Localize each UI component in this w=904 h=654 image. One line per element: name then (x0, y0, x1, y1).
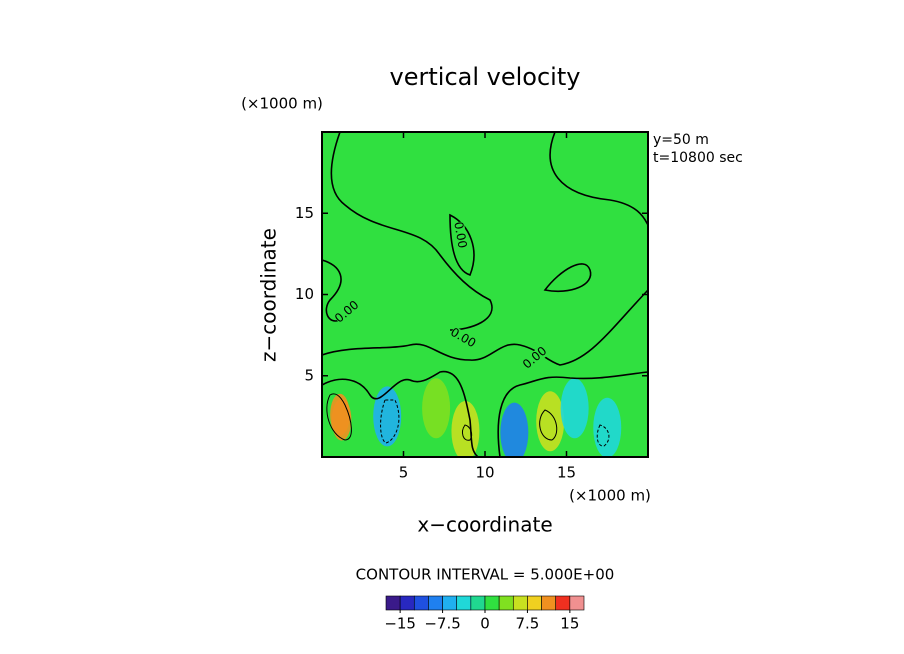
y-tick-label: 5 (304, 366, 314, 384)
colorbar-swatch (555, 595, 571, 611)
x-axis-label: x−coordinate (417, 513, 552, 537)
y-unit: (×1000 m) (241, 95, 323, 113)
field-feature (560, 378, 589, 439)
field-feature (500, 402, 529, 457)
colorbar-swatch (399, 595, 415, 611)
colorbar-tick-label: 15 (560, 615, 579, 633)
annotation: y=50 m (653, 132, 709, 148)
contour-label-bg (451, 221, 469, 249)
x-tick-label: 10 (475, 464, 494, 482)
field-feature (373, 386, 402, 447)
colorbar-swatch (527, 595, 542, 611)
x-unit: (×1000 m) (569, 487, 651, 505)
colorbar-swatch (484, 595, 500, 611)
contour-label-bg (333, 299, 361, 325)
y-axis-label: z−coordinate (257, 228, 281, 362)
colorbar-swatch (442, 595, 458, 611)
colorbar-swatch (541, 595, 557, 611)
colorbar-swatch (428, 595, 443, 611)
contour-label: 0.00 (451, 221, 469, 250)
colorbar-swatch (413, 595, 429, 611)
colorbar-swatch (498, 595, 514, 611)
contour-interval: CONTOUR INTERVAL = 5.000E+00 (356, 566, 615, 584)
colorbar-tick-label: 7.5 (515, 615, 539, 633)
colorbar-swatch (470, 595, 486, 611)
colorbar-swatch (569, 595, 585, 611)
colorbar-swatch (456, 595, 472, 611)
chart-title: vertical velocity (390, 63, 581, 91)
field-feature (331, 398, 352, 441)
field-feature (536, 391, 565, 452)
x-tick-label: 15 (557, 464, 576, 482)
contour-label-bg (521, 345, 549, 371)
contour-lines (322, 132, 648, 457)
colorbar-tick-label: −7.5 (424, 615, 460, 633)
colorbar-swatch (512, 595, 528, 611)
colorbar-tick-label: −15 (384, 615, 416, 633)
field-feature (593, 397, 622, 457)
x-tick-label: 5 (399, 464, 409, 482)
colorbar-tick-label: 0 (480, 615, 490, 633)
field-feature (451, 401, 480, 457)
contour-label-bg (448, 326, 478, 350)
y-tick-label: 10 (295, 285, 314, 303)
colorbar-swatch (385, 595, 401, 611)
field-feature (422, 378, 451, 439)
y-tick-label: 15 (295, 204, 314, 222)
annotation: t=10800 sec (653, 150, 743, 166)
